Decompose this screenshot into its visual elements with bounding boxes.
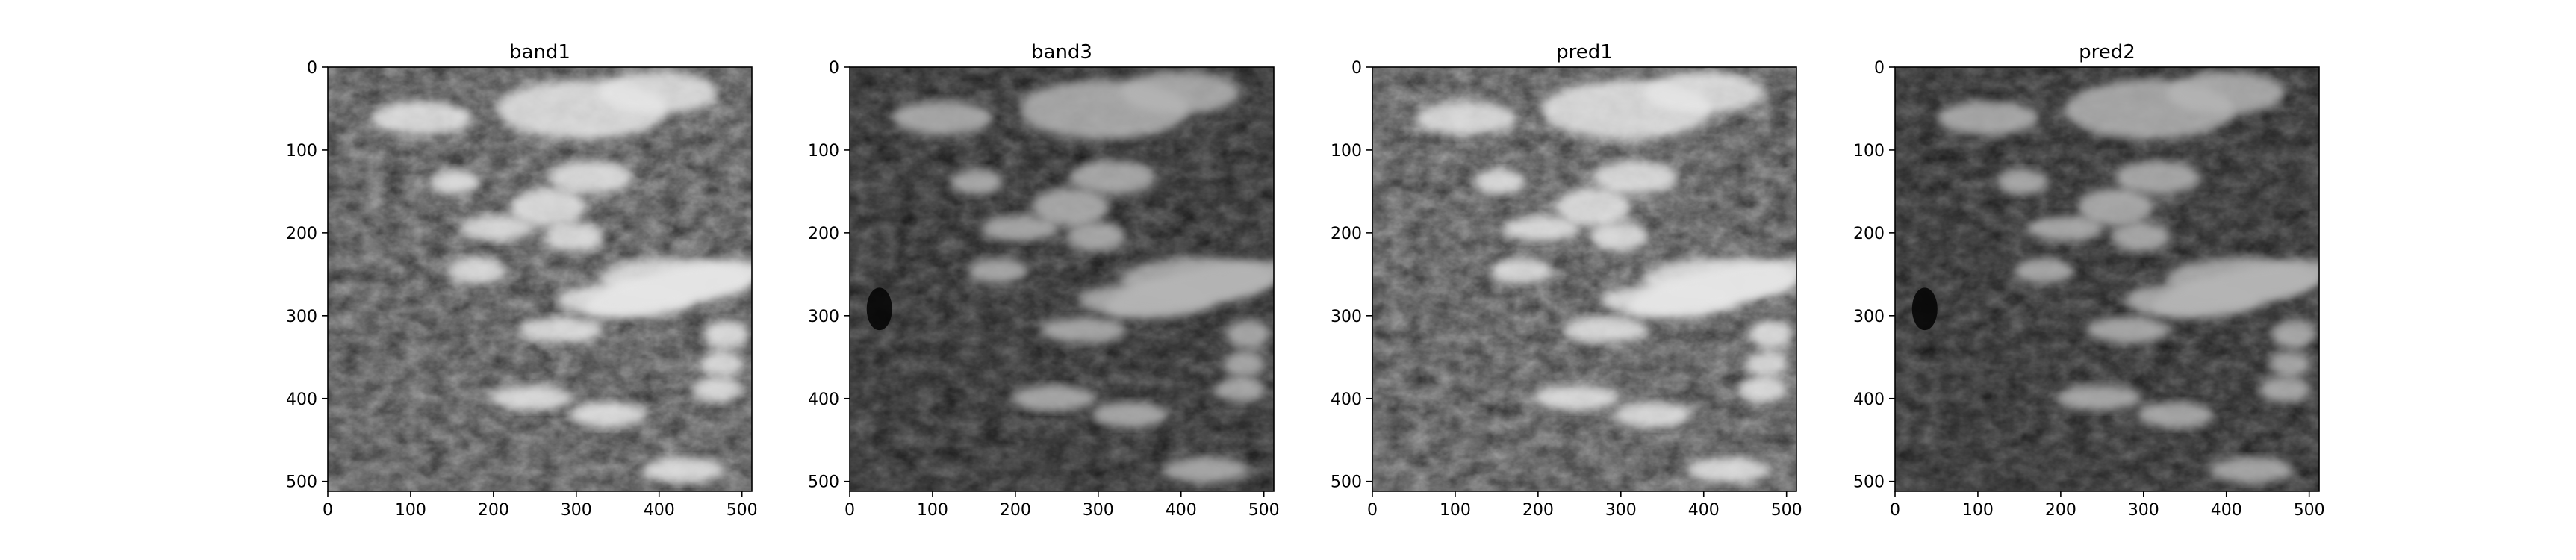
- x-tick-label: 0: [323, 501, 333, 520]
- x-tick-label: 200: [2045, 501, 2076, 520]
- x-tick-label: 0: [1890, 501, 1900, 520]
- x-tick-label: 200: [478, 501, 509, 520]
- x-tick-label: 100: [917, 501, 948, 520]
- x-tick-label: 500: [2294, 501, 2325, 520]
- y-tick-label: 100: [808, 142, 839, 161]
- axes-frame: [1894, 66, 2320, 492]
- axes-frame: [327, 66, 753, 492]
- x-tick-label: 500: [727, 501, 758, 520]
- x-tick-label: 500: [1771, 501, 1802, 520]
- y-tick-label: 400: [1853, 391, 1885, 409]
- y-tick-label: 0: [307, 59, 317, 78]
- y-tick-label: 500: [1853, 473, 1885, 492]
- axes-frame: [1372, 66, 1797, 492]
- panel-title: band1: [509, 41, 570, 63]
- y-tick-label: 200: [1331, 225, 1362, 243]
- y-tick-label: 100: [1331, 142, 1362, 161]
- image-panel: pred1 0 100 200 300 400 500 0 100 200 300 400 500: [1331, 41, 1802, 520]
- y-tick-label: 200: [286, 225, 317, 243]
- grayscale-image: [1372, 67, 1796, 491]
- x-tick-label: 100: [395, 501, 426, 520]
- image-panel: pred2 0 100 200 300 400 500 0 100 200 300 400 500: [1853, 41, 2325, 520]
- y-tick-label: 500: [808, 473, 839, 492]
- x-tick-label: 500: [1248, 501, 1280, 520]
- x-tick-label: 100: [1440, 501, 1471, 520]
- y-tick-label: 200: [808, 225, 839, 243]
- panel-title: pred1: [1556, 41, 1613, 63]
- x-tick-label: 400: [1688, 501, 1720, 520]
- y-tick-label: 100: [286, 142, 317, 161]
- x-tick-label: 300: [1605, 501, 1637, 520]
- x-tick-label: 200: [1522, 501, 1554, 520]
- y-tick-label: 400: [808, 391, 839, 409]
- y-tick-label: 300: [1331, 308, 1362, 326]
- x-tick-label: 400: [1166, 501, 1197, 520]
- y-tick-label: 100: [1853, 142, 1885, 161]
- grayscale-image: [850, 67, 1274, 491]
- y-tick-label: 400: [1331, 391, 1362, 409]
- x-tick-label: 100: [1962, 501, 1994, 520]
- x-tick-label: 300: [1083, 501, 1114, 520]
- panel-title: pred2: [2079, 41, 2135, 63]
- y-tick-label: 300: [808, 308, 839, 326]
- x-tick-label: 200: [1000, 501, 1031, 520]
- y-tick-label: 300: [1853, 308, 1885, 326]
- panel-title: band3: [1031, 41, 1092, 63]
- x-tick-label: 300: [2128, 501, 2159, 520]
- y-tick-label: 300: [286, 308, 317, 326]
- x-tick-label: 400: [644, 501, 675, 520]
- x-tick-label: 0: [1367, 501, 1378, 520]
- grayscale-image: [328, 67, 752, 491]
- x-tick-label: 400: [2211, 501, 2242, 520]
- y-tick-label: 0: [829, 59, 839, 78]
- y-tick-label: 400: [286, 391, 317, 409]
- x-tick-label: 300: [561, 501, 592, 520]
- grayscale-image: [1895, 67, 2319, 491]
- axes-frame: [849, 66, 1275, 492]
- y-tick-label: 200: [1853, 225, 1885, 243]
- y-tick-label: 500: [286, 473, 317, 492]
- x-tick-label: 0: [844, 501, 855, 520]
- y-tick-label: 0: [1351, 59, 1362, 78]
- image-panel: band1 0 100 200 300 400 500 0 100 200 300 400 500: [286, 41, 758, 520]
- y-tick-label: 0: [1874, 59, 1885, 78]
- y-tick-label: 500: [1331, 473, 1362, 492]
- image-panel: band3 0 100 200 300 400 500 0 100 200 300 400 500: [808, 41, 1280, 520]
